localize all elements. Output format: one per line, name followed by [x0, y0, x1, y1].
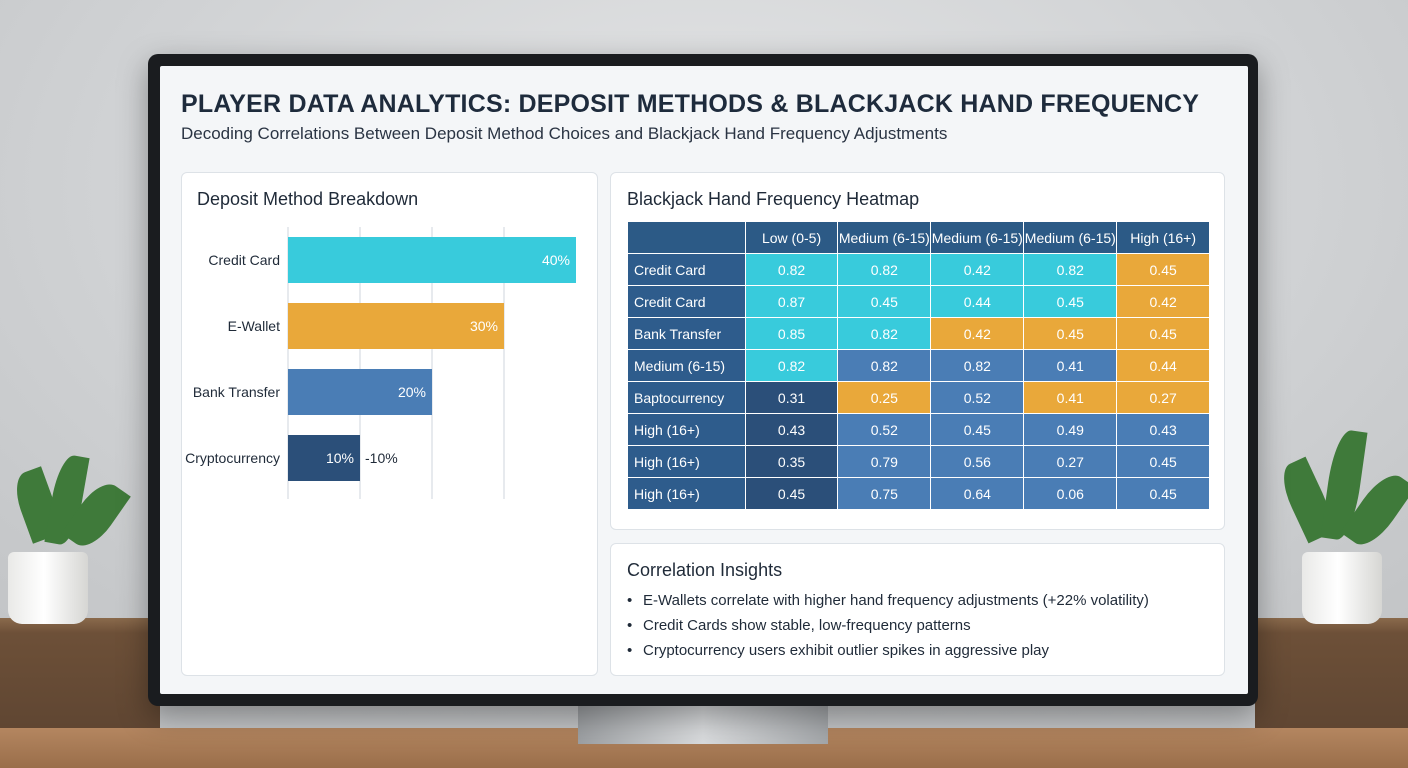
heatmap-panel: Blackjack Hand Frequency Heatmap Low (0-…: [610, 172, 1225, 530]
heatmap-row-label: Baptocurrency: [627, 381, 746, 414]
heatmap-table: Low (0-5) Medium (6-15) Medium (6-15) Mediu…: [627, 221, 1210, 510]
heatmap-row-label: Credit Card: [627, 253, 746, 286]
heatmap-cell: 0.45: [930, 413, 1025, 446]
category-label: Credit Card: [208, 252, 280, 268]
heatmap-cell: 0.43: [1116, 413, 1210, 446]
value-label: 40%: [542, 252, 570, 268]
category-label: Cryptocurrency: [185, 450, 280, 466]
heatmap-cell: 0.43: [744, 413, 839, 446]
heatmap-column-header: Medium (6-15): [1023, 221, 1118, 254]
heatmap-cell: 0.45: [1116, 445, 1210, 478]
page-title: PLAYER DATA ANALYTICS: DEPOSIT METHODS &…: [181, 90, 1200, 118]
heatmap-cell: 0.82: [744, 253, 839, 286]
heatmap-cell: 0.82: [1023, 253, 1118, 286]
heatmap-column-header: Medium (6-15): [837, 221, 932, 254]
heatmap-cell: 0.52: [930, 381, 1025, 414]
heatmap-cell: 0.45: [1023, 317, 1118, 350]
heatmap-cell: 0.82: [837, 253, 932, 286]
heatmap-row-label: Medium (6-15): [627, 349, 746, 382]
heatmap-cell: 0.42: [930, 317, 1025, 350]
heatmap-cell: 0.75: [837, 477, 932, 510]
heatmap-row-label: High (16+): [627, 413, 746, 446]
insights-title: Correlation Insights: [627, 560, 783, 580]
bar: [288, 237, 576, 283]
insight-item: E-Wallets correlate with higher hand fre…: [627, 592, 1149, 609]
heatmap-row-label: Credit Card: [627, 285, 746, 318]
heatmap-cell: 0.45: [837, 285, 932, 318]
heatmap-cell: 0.06: [1023, 477, 1118, 510]
heatmap-cell: 0.82: [837, 349, 932, 382]
heatmap-cell: 0.45: [1116, 253, 1210, 286]
plant-pot-right: [1302, 552, 1382, 624]
heatmap-cell: 0.44: [1116, 349, 1210, 382]
heatmap-row: High (16+) 0.45 0.75 0.64 0.06 0.45: [627, 477, 1210, 510]
heatmap-row: Bank Transfer 0.85 0.82 0.42 0.45 0.45: [627, 317, 1210, 350]
heatmap-cell: 0.79: [837, 445, 932, 478]
heatmap-cell: 0.82: [837, 317, 932, 350]
heatmap-row: Medium (6-15) 0.82 0.82 0.82 0.41 0.44: [627, 349, 1210, 382]
deposit-method-panel: Deposit Method Breakdown Credit Card 40% E…: [181, 172, 598, 676]
heatmap-row: Baptocurrency 0.31 0.25 0.52 0.41 0.27: [627, 381, 1210, 414]
deposit-bar-chart: Credit Card 40% E-Wallet 30% Bank Transfer 20…: [185, 227, 576, 499]
heatmap-cell: 0.25: [837, 381, 932, 414]
heatmap-row-label: Bank Transfer: [627, 317, 746, 350]
heatmap-column-header: Low (0-5): [744, 221, 839, 254]
heatmap-cell: 0.85: [744, 317, 839, 350]
value-label: 20%: [398, 384, 426, 400]
extra-value-label: -10%: [365, 450, 398, 466]
heatmap-row-label: High (16+): [627, 477, 746, 510]
heatmap-cell: 0.41: [1023, 381, 1118, 414]
value-label: 10%: [326, 450, 354, 466]
heatmap-cell: 0.82: [744, 349, 839, 382]
heatmap-cell: 0.49: [1023, 413, 1118, 446]
heatmap-cell: 0.45: [1116, 317, 1210, 350]
heatmap-row: High (16+) 0.43 0.52 0.45 0.49 0.43: [627, 413, 1210, 446]
heatmap-cell: 0.35: [744, 445, 839, 478]
heatmap-column-header: Medium (6-15): [930, 221, 1025, 254]
heatmap-cell: 0.27: [1116, 381, 1210, 414]
category-label: Bank Transfer: [193, 384, 280, 400]
heatmap-cell: 0.87: [744, 285, 839, 318]
heatmap-cell: 0.45: [744, 477, 839, 510]
page-subtitle: Decoding Correlations Between Deposit Me…: [181, 124, 948, 143]
bar: [288, 435, 360, 481]
heatmap-cell: 0.42: [930, 253, 1025, 286]
bar: [288, 303, 504, 349]
heatmap-corner: [627, 221, 746, 254]
heatmap-cell: 0.42: [1116, 285, 1210, 318]
heatmap-row: Credit Card 0.87 0.45 0.44 0.45 0.42: [627, 285, 1210, 318]
heatmap-cell: 0.45: [1116, 477, 1210, 510]
heatmap-row: Credit Card 0.82 0.82 0.42 0.82 0.45: [627, 253, 1210, 286]
dashboard-screen: PLAYER DATA ANALYTICS: DEPOSIT METHODS &…: [160, 66, 1248, 694]
deposit-chart-title: Deposit Method Breakdown: [197, 189, 419, 209]
heatmap-cell: 0.31: [744, 381, 839, 414]
heatmap-cell: 0.82: [930, 349, 1025, 382]
value-label: 30%: [470, 318, 498, 334]
plant-pot-left: [8, 552, 88, 624]
monitor-stand: [578, 704, 828, 744]
insights-list: E-Wallets correlate with higher hand fre…: [627, 592, 1149, 667]
insight-item: Credit Cards show stable, low-frequency …: [627, 617, 1149, 634]
heatmap-row-label: High (16+): [627, 445, 746, 478]
heatmap-title: Blackjack Hand Frequency Heatmap: [627, 189, 920, 209]
heatmap-cell: 0.45: [1023, 285, 1118, 318]
insight-item: Cryptocurrency users exhibit outlier spi…: [627, 642, 1149, 659]
heatmap-cell: 0.56: [930, 445, 1025, 478]
heatmap-cell: 0.44: [930, 285, 1025, 318]
category-label: E-Wallet: [228, 318, 280, 334]
bar: [288, 369, 432, 415]
insights-panel: Correlation Insights E-Wallets correlate…: [610, 543, 1225, 676]
heatmap-row: High (16+) 0.35 0.79 0.56 0.27 0.45: [627, 445, 1210, 478]
heatmap-cell: 0.41: [1023, 349, 1118, 382]
heatmap-cell: 0.52: [837, 413, 932, 446]
heatmap-column-header: High (16+): [1116, 221, 1210, 254]
heatmap-cell: 0.27: [1023, 445, 1118, 478]
heatmap-cell: 0.64: [930, 477, 1025, 510]
